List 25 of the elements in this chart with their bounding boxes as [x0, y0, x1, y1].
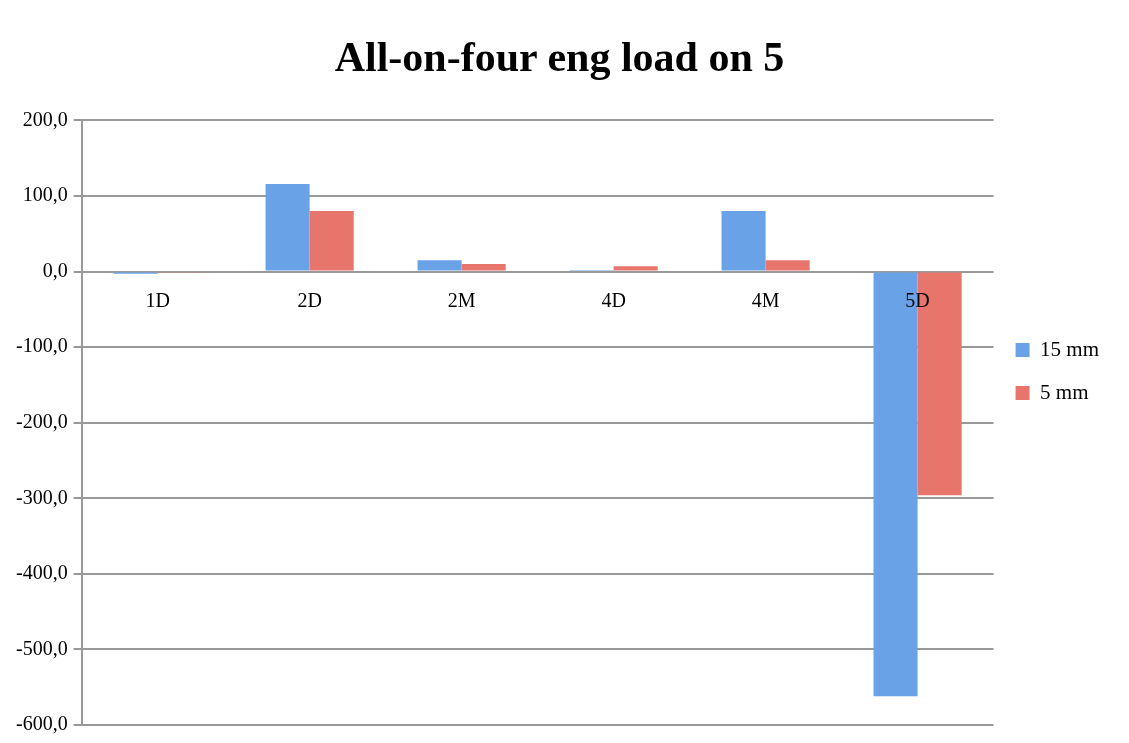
y-tick-label: 100,0 [22, 183, 68, 206]
x-tick-label: 4D [601, 288, 626, 311]
y-tick-label: -100,0 [15, 334, 68, 357]
bar [309, 211, 354, 271]
y-tick-label: -600,0 [15, 712, 68, 735]
x-tick-label: 4M [751, 288, 780, 311]
bar [417, 260, 462, 271]
x-tick-label: 2M [447, 288, 476, 311]
x-tick-label: 1D [145, 288, 170, 311]
bar [265, 183, 310, 271]
chart-title: All-on-four eng load on 5 [334, 34, 785, 81]
x-tick-label: 5D [905, 288, 930, 311]
legend-label: 15 mm [1040, 336, 1099, 361]
y-tick-label: -200,0 [15, 409, 68, 432]
bar [721, 211, 766, 271]
bar [765, 260, 810, 271]
bar [613, 266, 658, 271]
y-tick-label: 0,0 [42, 258, 68, 281]
x-tick-label: 2D [297, 288, 322, 311]
y-tick-label: -300,0 [15, 485, 68, 508]
y-tick-label: 200,0 [22, 107, 68, 130]
y-tick-label: -400,0 [15, 561, 68, 584]
y-tick-label: -500,0 [15, 636, 68, 659]
legend-label: 5 mm [1040, 379, 1089, 404]
bar [461, 263, 506, 271]
